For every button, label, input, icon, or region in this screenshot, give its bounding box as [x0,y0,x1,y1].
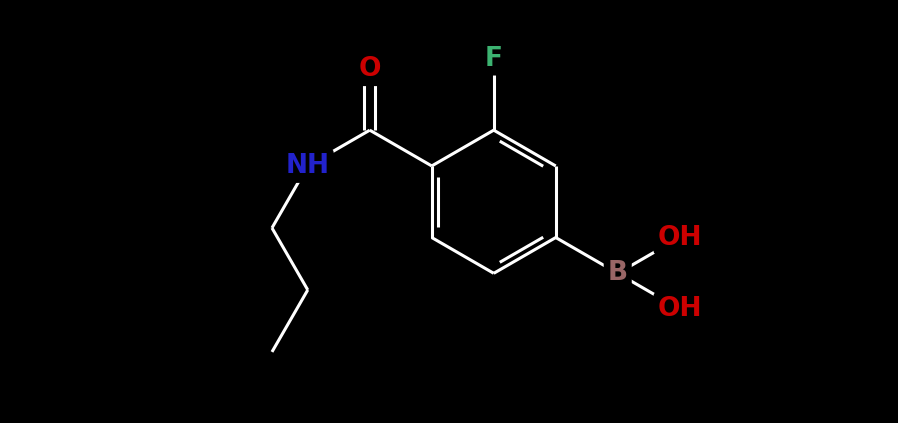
Text: OH: OH [657,296,702,322]
Text: O: O [358,56,381,82]
Text: NH: NH [286,153,330,179]
Text: F: F [485,46,503,71]
Text: OH: OH [657,225,702,250]
Text: B: B [608,260,628,286]
